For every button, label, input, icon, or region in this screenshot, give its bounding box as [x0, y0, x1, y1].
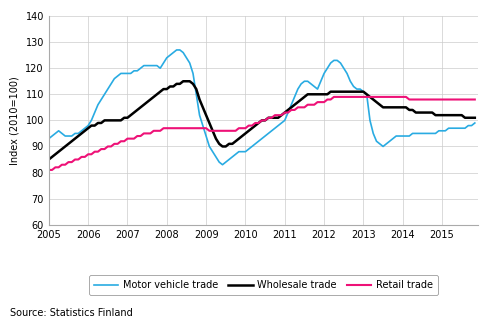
Wholesale trade — [46, 158, 52, 161]
Wholesale trade — [380, 105, 386, 109]
Motor vehicle trade — [46, 137, 52, 141]
Retail trade — [364, 95, 369, 99]
Retail trade — [121, 139, 127, 143]
Line: Motor vehicle trade: Motor vehicle trade — [49, 50, 475, 165]
Wholesale trade — [121, 116, 127, 120]
Legend: Motor vehicle trade, Wholesale trade, Retail trade: Motor vehicle trade, Wholesale trade, Re… — [89, 275, 438, 295]
Wholesale trade — [315, 92, 321, 96]
Wholesale trade — [292, 103, 298, 107]
Retail trade — [62, 163, 68, 167]
Retail trade — [331, 95, 337, 99]
Retail trade — [472, 98, 478, 101]
Line: Retail trade: Retail trade — [49, 97, 475, 170]
Motor vehicle trade — [220, 163, 225, 167]
Motor vehicle trade — [269, 129, 275, 133]
Wholesale trade — [364, 92, 369, 96]
Y-axis label: Index (2010=100): Index (2010=100) — [10, 76, 20, 165]
Text: Source: Statistics Finland: Source: Statistics Finland — [10, 308, 133, 318]
Motor vehicle trade — [183, 56, 189, 60]
Wholesale trade — [180, 79, 186, 83]
Wholesale trade — [472, 116, 478, 120]
Motor vehicle trade — [216, 160, 222, 164]
Motor vehicle trade — [174, 48, 180, 52]
Retail trade — [311, 103, 317, 107]
Motor vehicle trade — [472, 121, 478, 125]
Retail trade — [380, 95, 386, 99]
Wholesale trade — [62, 144, 68, 148]
Retail trade — [288, 108, 294, 112]
Motor vehicle trade — [85, 124, 91, 127]
Motor vehicle trade — [206, 144, 212, 148]
Retail trade — [46, 168, 52, 172]
Motor vehicle trade — [377, 142, 383, 146]
Line: Wholesale trade: Wholesale trade — [49, 81, 475, 160]
